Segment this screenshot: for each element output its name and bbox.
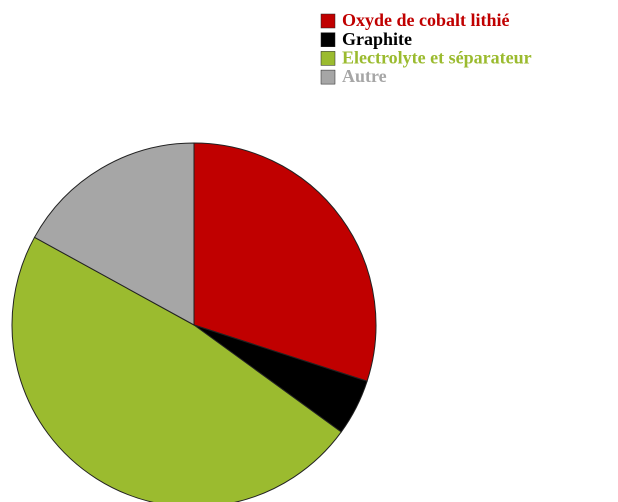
legend-swatch [320,51,336,66]
legend-label: Autre [342,66,387,86]
legend-swatch [320,69,336,85]
pie-slice [193,142,377,382]
pie-slice [11,236,342,502]
legend-swatch [320,32,336,47]
pie-slice [33,142,195,326]
legend-label: Graphite [342,29,412,49]
legend-label: Electrolyte et séparateur [342,48,532,68]
legend-swatch [320,13,336,29]
legend-label: Oxyde de cobalt lithié [342,10,510,30]
